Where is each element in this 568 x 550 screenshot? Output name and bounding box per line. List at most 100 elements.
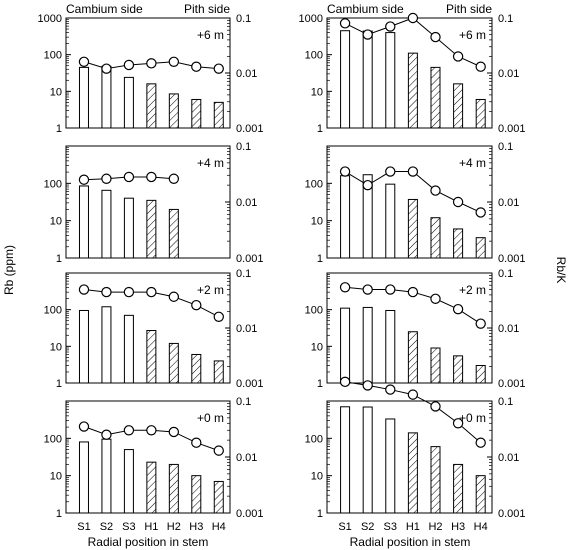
x-tick-label-s1-c2: S1 <box>338 521 351 533</box>
x-tick-label-h1-c1: H1 <box>144 521 158 533</box>
rbk-point-c2-r1 <box>430 31 441 43</box>
header-right-col2: Pith side <box>446 2 492 16</box>
left-tick-label-c1-r3: 100 <box>44 305 62 317</box>
right-tick-label-c2-r4: 0.1 <box>498 396 513 408</box>
rbk-point-c2-r4 <box>430 401 441 412</box>
bar-s1-c1-r2 <box>78 185 89 259</box>
panel-label-c2-r4: +0 m <box>459 411 486 425</box>
left-tick-label-c2-r1: 100 <box>305 50 323 62</box>
rbk-point-c1-r1 <box>123 59 135 71</box>
right-tick-label-c1-r2: 0.001 <box>236 253 264 265</box>
right-tick-label-c2-r2: 0.001 <box>498 253 526 265</box>
bar-h1-c2-r2 <box>407 198 418 259</box>
rbk-point-c2-r3 <box>430 293 441 304</box>
rbk-point-c2-r1 <box>339 18 351 29</box>
rbk-point-c2-r2 <box>430 185 441 196</box>
x-tick-label-h4-c1: H4 <box>212 521 226 533</box>
bar-h3-c2-r4 <box>453 463 464 514</box>
bar-h2-c1-r4 <box>168 463 179 514</box>
rbk-point-c1-r3 <box>101 286 112 298</box>
rbk-point-c2-r2 <box>452 196 464 208</box>
left-tick-label-c2-r4: 10 <box>311 471 323 483</box>
rbk-point-c2-r2 <box>475 207 486 218</box>
bar-h3-c1-r4 <box>191 475 202 514</box>
bar-s2-c1-r3 <box>101 306 112 384</box>
bar-h1-c1-r4 <box>146 461 157 514</box>
x-tick-label-h3-c1: H3 <box>189 521 203 533</box>
right-tick-label-c1-r3: 0.001 <box>236 378 264 390</box>
bar-s1-c1-r3 <box>78 309 89 384</box>
panel-label-c2-r3: +2 m <box>459 283 486 297</box>
left-tick-label-c2-r3: 10 <box>311 341 323 353</box>
bar-s3-c1-r4 <box>123 449 134 514</box>
rbk-point-c1-r3 <box>168 291 180 302</box>
bar-s1-c2-r4 <box>340 406 351 514</box>
bar-h2-c2-r4 <box>430 446 441 514</box>
bar-h1-c2-r4 <box>407 432 418 514</box>
bar-h2-c1-r2 <box>168 208 179 259</box>
left-tick-label-c1-r2: 10 <box>50 216 62 228</box>
rbk-point-c1-r1 <box>101 63 112 74</box>
right-tick-label-c2-r1: 0.1 <box>498 13 513 25</box>
rbk-point-c1-r4 <box>191 437 202 448</box>
right-tick-label-c2-r3: 0.01 <box>498 323 519 335</box>
right-tick-label-c2-r1: 0.001 <box>498 123 526 135</box>
x-axis-label-col1: Radial position in stem <box>88 535 209 549</box>
rbk-point-c1-r3 <box>191 299 202 311</box>
right-tick-label-c1-r3: 0.01 <box>236 323 257 335</box>
rbk-point-c1-r1 <box>168 56 180 67</box>
rbk-point-c2-r4 <box>339 376 351 388</box>
bar-s2-c2-r1 <box>362 30 373 129</box>
rbk-point-c1-r4 <box>146 425 157 436</box>
rbk-point-c2-r3 <box>362 284 373 295</box>
rbk-point-c1-r4 <box>213 445 224 456</box>
x-tick-label-s3-c1: S3 <box>122 521 135 533</box>
left-tick-label-c1-r1: 100 <box>44 50 62 62</box>
rbk-point-c1-r4 <box>168 426 180 438</box>
bar-h4-c2-r2 <box>475 237 486 259</box>
rbk-point-c2-r1 <box>362 29 373 40</box>
bar-h4-c2-r3 <box>475 365 486 384</box>
right-tick-label-c1-r2: 0.01 <box>236 197 257 209</box>
bar-h2-c2-r2 <box>430 217 441 259</box>
rbk-point-c2-r4 <box>385 384 396 395</box>
bar-h2-c1-r3 <box>168 342 179 384</box>
rbk-point-c1-r2 <box>101 173 112 184</box>
bar-h3-c1-r3 <box>191 353 202 384</box>
bar-h2-c2-r3 <box>430 347 441 384</box>
left-tick-label-c1-r4: 100 <box>44 433 62 445</box>
bar-s3-c2-r3 <box>385 309 396 384</box>
bar-s1-c2-r3 <box>340 307 351 384</box>
header-left-col2: Cambium side <box>327 2 404 16</box>
bar-h2-c1-r1 <box>168 93 179 129</box>
right-tick-label-c1-r1: 0.01 <box>236 68 257 80</box>
panel-label-c2-r2: +4 m <box>459 156 486 170</box>
left-tick-label-c2-r2: 10 <box>311 216 323 228</box>
bar-h1-c1-r2 <box>146 199 157 259</box>
right-tick-label-c1-r4: 0.01 <box>236 452 257 464</box>
panel-label-c1-r1: +6 m <box>197 28 224 42</box>
header-right-col1: Pith side <box>184 2 230 16</box>
bar-h4-c1-r3 <box>213 360 224 384</box>
right-tick-label-c2-r1: 0.01 <box>498 68 519 80</box>
rbk-point-c2-r2 <box>339 166 351 177</box>
rbk-point-c1-r2 <box>78 174 90 185</box>
rbk-point-c2-r3 <box>385 284 396 295</box>
left-tick-label-c1-r4: 10 <box>50 471 62 483</box>
bar-s2-c1-r1 <box>101 65 112 129</box>
bar-s3-c2-r2 <box>385 183 396 259</box>
panel-label-c1-r4: +0 m <box>197 411 224 425</box>
rbk-point-c1-r2 <box>146 171 157 183</box>
left-tick-label-c2-r1: 1000 <box>299 13 323 25</box>
bar-s3-c2-r4 <box>385 418 396 514</box>
right-tick-label-c1-r2: 0.1 <box>236 141 251 153</box>
bar-s2-c2-r4 <box>362 406 373 514</box>
rbk-point-c2-r1 <box>385 21 396 32</box>
bar-s3-c2-r1 <box>385 32 396 129</box>
rbk-point-c1-r1 <box>78 56 90 67</box>
right-tick-label-c2-r3: 0.1 <box>498 268 513 280</box>
rbk-point-c1-r3 <box>213 311 224 322</box>
left-tick-label-c2-r4: 100 <box>305 433 323 445</box>
left-tick-label-c2-r1: 10 <box>311 86 323 98</box>
rbk-point-c1-r4 <box>78 421 90 432</box>
